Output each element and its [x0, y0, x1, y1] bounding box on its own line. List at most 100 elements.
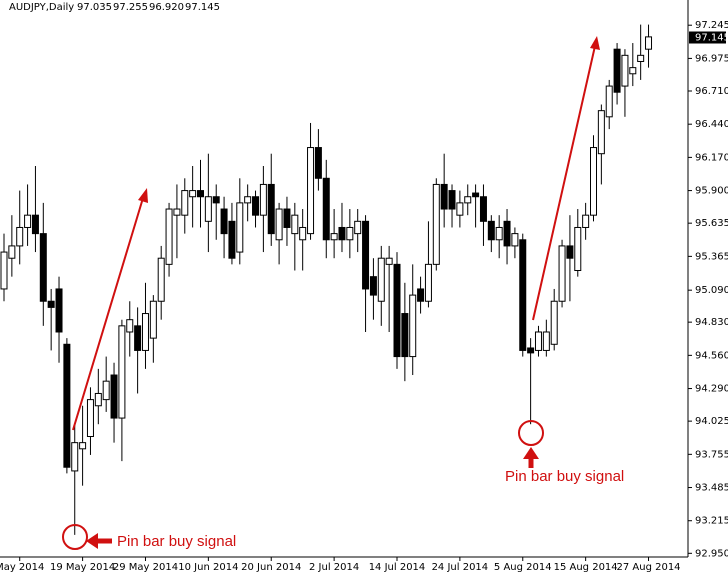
candle-body: [212, 196, 220, 204]
candle-body: [393, 263, 401, 358]
candle-body: [621, 54, 629, 87]
y-tick-label: 96.170: [695, 152, 728, 163]
candle-body: [47, 300, 55, 308]
annotation-left: Pin bar buy signal: [62, 188, 236, 550]
arrow-head: [590, 36, 600, 50]
candle-body: [354, 220, 362, 235]
candle-body: [55, 288, 63, 333]
y-tick-label: 94.830: [695, 317, 728, 328]
y-tick-label: 94.560: [695, 350, 728, 361]
candle-body: [456, 202, 464, 216]
y-tick-label: 95.635: [695, 218, 728, 229]
x-tick-label: 20 Jun 2014: [241, 562, 301, 573]
header-low: 96.920: [149, 2, 184, 13]
candle-body: [275, 208, 283, 241]
x-tick-label: 14 Jul 2014: [369, 562, 426, 573]
candle-body: [566, 245, 574, 259]
candle-body: [479, 196, 487, 222]
candle-body: [86, 399, 94, 438]
trend-arrow: [532, 45, 596, 321]
y-tick-label: 92.950: [695, 548, 728, 559]
y-tick-label: 94.290: [695, 384, 728, 395]
trend-arrow: [72, 197, 144, 431]
candle-body: [314, 147, 322, 179]
candle-body: [558, 245, 566, 302]
candle-body: [432, 183, 440, 265]
x-tick-label: 24 Jul 2014: [432, 562, 489, 573]
last-price-label: 97.145: [695, 33, 728, 44]
candle-body: [346, 226, 354, 241]
y-tick-label: 95.365: [695, 251, 728, 262]
signal-circle: [518, 420, 544, 446]
y-tick-label: 94.025: [695, 416, 728, 427]
candle-body: [527, 347, 535, 354]
candle-body: [519, 239, 527, 351]
candle-body: [110, 374, 118, 419]
x-tick-label: May 2014: [0, 562, 44, 573]
candle-body: [590, 147, 597, 216]
candle-body: [31, 214, 39, 235]
candle-body: [629, 67, 637, 75]
candle-body: [417, 288, 425, 302]
candle-body: [267, 183, 275, 235]
y-tick-label: 97.245: [695, 20, 728, 31]
candle-body: [126, 319, 134, 333]
candle-body: [24, 214, 32, 228]
candle-body: [189, 190, 197, 198]
last-price-box: [689, 31, 726, 44]
candle-body: [574, 226, 582, 272]
candle-body: [582, 214, 590, 228]
candle-body: [8, 245, 16, 259]
candle-body: [487, 220, 495, 241]
candle-body: [173, 208, 181, 216]
candle-body: [440, 183, 448, 210]
candle-body: [409, 294, 417, 358]
annotation-label: Pin bar buy signal: [117, 533, 236, 550]
candle-body: [645, 36, 653, 50]
candle-body: [299, 226, 307, 241]
y-tick-label: 95.090: [695, 285, 728, 296]
x-tick-label: 5 Aug 2014: [494, 562, 552, 573]
x-tick-label: 15 Aug 2014: [554, 562, 618, 573]
candle-body: [542, 331, 550, 351]
arrow-head: [138, 188, 148, 203]
candle-body: [79, 442, 87, 450]
candle-body: [16, 226, 24, 247]
y-tick-label: 93.755: [695, 449, 728, 460]
candle-body: [236, 202, 244, 253]
candle-body: [220, 208, 228, 235]
candle-body: [464, 196, 472, 204]
candle-body: [472, 192, 480, 198]
x-tick-label: 10 Jun 2014: [178, 562, 238, 573]
candle-body: [157, 257, 165, 302]
y-tick-label: 93.485: [695, 483, 728, 494]
candle-body: [39, 233, 47, 302]
x-tick-label: 2 Jul 2014: [309, 562, 359, 573]
candle-body: [377, 257, 385, 302]
x-tick-label: 27 Aug 2014: [616, 562, 680, 573]
candle-body: [283, 208, 291, 228]
annotation-right: Pin bar buy signal: [505, 36, 624, 485]
candle-body: [204, 196, 212, 222]
candle-body: [228, 220, 236, 259]
candle-body: [181, 190, 189, 216]
annotation-label: Pin bar buy signal: [505, 468, 624, 485]
candle-body: [597, 110, 605, 155]
candle-body: [385, 257, 393, 265]
y-tick-label: 93.215: [695, 516, 728, 527]
signal-circle: [62, 524, 88, 550]
candle-body: [401, 313, 409, 358]
candle-body: [605, 85, 613, 118]
candle-body: [338, 226, 346, 241]
candle-body: [141, 313, 149, 351]
candle-body: [259, 183, 267, 216]
candle-body: [197, 190, 204, 198]
chart-title: AUDJPY,Daily: [9, 2, 74, 13]
candle-body: [503, 220, 511, 247]
candle-body: [71, 442, 79, 472]
candle-body: [448, 190, 456, 210]
x-tick-label: 29 May 2014: [113, 562, 178, 573]
header-close: 97.145: [185, 2, 220, 13]
header-high: 97.255: [113, 2, 148, 13]
y-tick-label: 96.975: [695, 53, 728, 64]
